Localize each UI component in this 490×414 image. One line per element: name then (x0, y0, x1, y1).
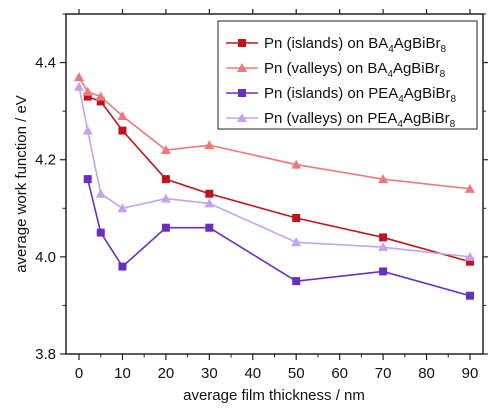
data-point (465, 257, 474, 266)
data-point (292, 214, 301, 222)
x-tick-label: 70 (375, 365, 392, 382)
series-4 (74, 81, 475, 261)
data-point (465, 291, 474, 300)
legend-item-2: Pn (valleys) on BA4AgBiBr8 (226, 60, 446, 80)
legend-marker (237, 113, 247, 122)
legend-marker (238, 89, 246, 97)
data-point (205, 189, 214, 198)
legend-item-1: Pn (islands) on BA4AgBiBr8 (226, 35, 446, 55)
data-point (95, 188, 106, 198)
x-axis-title: average film thickness / nm (183, 387, 365, 404)
x-tick-label: 10 (114, 365, 131, 382)
data-point (74, 72, 85, 82)
data-point (160, 193, 171, 203)
axis-ticks (60, 9, 488, 360)
data-point (117, 203, 128, 213)
data-point (204, 140, 215, 150)
data-point (118, 262, 127, 271)
x-tick-label: 0 (75, 365, 83, 382)
legend-label: Pn (valleys) on BA4AgBiBr8 (264, 60, 446, 80)
y-tick-label: 4.4 (35, 55, 56, 72)
data-point (117, 111, 128, 120)
data-point (204, 198, 215, 208)
legend-box (217, 20, 478, 130)
series-line (87, 95, 471, 263)
data-point (378, 242, 389, 252)
series-1 (83, 92, 474, 266)
data-point (95, 91, 106, 101)
x-tick-label: 20 (158, 365, 175, 382)
legend-items: Pn (islands) on BA4AgBiBr8 Pn (valleys) o… (226, 35, 456, 130)
x-tick-label: 80 (418, 365, 435, 382)
legend-item-3: Pn (islands) on PEA4AgBiBr8 (226, 85, 456, 105)
legend: Pn (islands) on BA4AgBiBr8 Pn (valleys) o… (217, 20, 478, 130)
series-2 (74, 72, 475, 193)
legend-label: Pn (islands) on PEA4AgBiBr8 (264, 85, 456, 105)
data-point (160, 145, 171, 154)
data-point (118, 126, 127, 135)
data-point (82, 86, 93, 96)
x-tick-label: 40 (244, 365, 261, 382)
data-point (83, 92, 92, 101)
data-point (82, 125, 93, 135)
series-line (86, 178, 471, 297)
data-point (379, 233, 388, 242)
data-point (292, 277, 301, 286)
data-point (378, 174, 389, 184)
series-3 (83, 175, 474, 300)
data-point (161, 175, 170, 184)
legend-label: Pn (valleys) on PEA4AgBiBr8 (264, 110, 456, 130)
data-point (161, 223, 170, 232)
legend-label: Pn (islands) on BA4AgBiBr8 (264, 35, 446, 55)
series-layer (74, 72, 475, 300)
x-tick-label: 30 (201, 365, 218, 382)
y-tick-label: 4.0 (35, 249, 56, 266)
data-point (96, 97, 105, 106)
data-point (291, 159, 302, 169)
x-tick-label: 60 (331, 365, 348, 382)
data-point (379, 267, 388, 276)
data-point (291, 237, 302, 247)
data-point (96, 228, 105, 237)
data-point (74, 81, 85, 91)
legend-item-4: Pn (valleys) on PEA4AgBiBr8 (226, 110, 456, 130)
data-point (464, 251, 475, 261)
x-tick-label: 90 (462, 365, 479, 382)
tick-labels: 0 10 20 30 40 50 60 70 80 90 3.8 4.0 4.2 4.4 (35, 55, 478, 382)
y-tick-label: 4.2 (35, 152, 56, 169)
data-point (83, 175, 92, 184)
x-tick-label: 50 (288, 365, 305, 382)
legend-marker (237, 63, 247, 72)
y-axis-title: average work function / eV (13, 95, 30, 273)
legend-marker (238, 39, 246, 47)
y-tick-label: 3.8 (35, 346, 56, 363)
data-point (464, 183, 475, 193)
data-point (205, 223, 214, 232)
